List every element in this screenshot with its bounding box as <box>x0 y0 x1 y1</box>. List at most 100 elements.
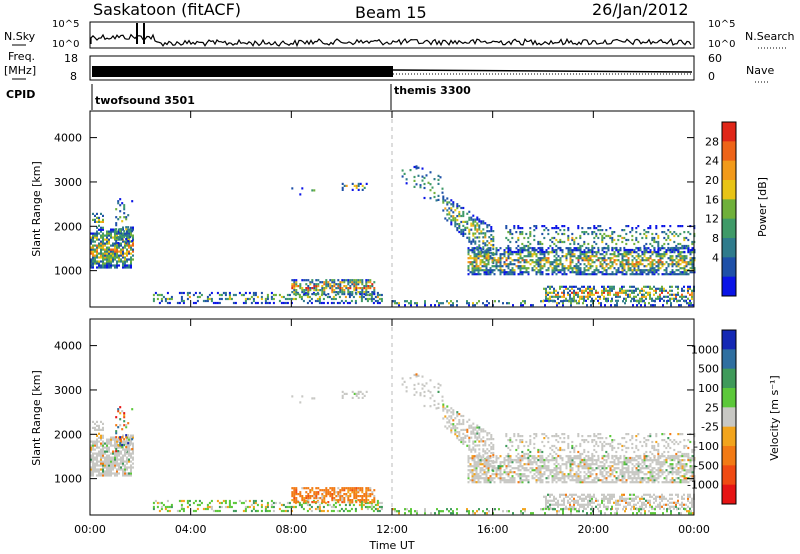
power-echo <box>208 297 211 301</box>
power-echo <box>627 263 630 266</box>
velocity-echo <box>547 475 550 478</box>
power-echo <box>687 238 690 242</box>
velocity-echo <box>266 509 269 513</box>
velocity-echo <box>361 497 364 500</box>
velocity-echo <box>679 461 682 464</box>
power-echo <box>615 271 618 274</box>
power-echo <box>323 291 326 294</box>
power-echo <box>98 218 100 221</box>
velocity-echo <box>427 389 430 392</box>
velocity-echo <box>220 501 223 505</box>
power-echo <box>507 238 510 242</box>
velocity-echo <box>106 464 108 467</box>
power-echo <box>483 253 486 256</box>
power-echo <box>573 240 576 244</box>
power-echo <box>611 285 613 288</box>
power-echo <box>609 234 612 238</box>
power-echo <box>437 178 440 181</box>
power-echo <box>90 252 92 255</box>
velocity-echo <box>369 495 372 498</box>
velocity-echo <box>266 505 269 509</box>
velocity-echo <box>431 394 434 397</box>
power-echo <box>417 166 420 169</box>
power-echo <box>661 253 664 256</box>
power-echo <box>499 259 502 262</box>
velocity-echo <box>675 455 678 458</box>
power-echo <box>104 264 106 267</box>
power-echo <box>671 263 674 266</box>
power-echo <box>621 285 623 288</box>
velocity-echo <box>128 440 130 443</box>
power-echo <box>100 230 102 233</box>
power-echo <box>585 259 588 262</box>
power-echo <box>470 222 473 225</box>
velocity-echo <box>282 503 285 507</box>
power-echo <box>537 263 540 266</box>
velocity-echo <box>303 499 306 502</box>
power-echo <box>128 244 130 247</box>
velocity-echo <box>487 467 490 470</box>
power-echo <box>537 269 540 272</box>
velocity-echo <box>100 428 102 431</box>
power-echo <box>480 248 483 251</box>
velocity-echo <box>168 505 171 509</box>
power-echo <box>561 232 564 236</box>
velocity-echo <box>499 477 502 480</box>
velocity-echo <box>475 455 478 458</box>
power-echo <box>521 273 524 276</box>
velocity-echo <box>123 416 126 419</box>
velocity-echo <box>478 436 481 439</box>
power-echo <box>603 250 606 254</box>
velocity-echo <box>116 456 118 459</box>
power-echo <box>156 293 159 297</box>
power-echo <box>565 285 567 288</box>
velocity-echo <box>649 473 652 476</box>
power-echo <box>677 255 680 258</box>
power-echo <box>547 257 550 260</box>
velocity-echo <box>499 479 502 482</box>
velocity-echo <box>481 469 484 472</box>
velocity-echo <box>613 461 616 464</box>
power-echo <box>577 293 579 296</box>
power-echo <box>539 267 542 270</box>
power-echo <box>523 271 526 274</box>
velocity-echo <box>336 509 339 513</box>
velocity-echo <box>305 497 308 500</box>
power-echo <box>679 225 682 228</box>
power-echo <box>667 263 670 266</box>
power-echo <box>488 242 491 245</box>
power-echo <box>601 285 603 288</box>
power-echo <box>365 285 368 288</box>
power-echo <box>295 279 298 282</box>
power-echo <box>575 247 578 250</box>
power-echo <box>394 300 396 303</box>
power-echo <box>691 291 693 294</box>
velocity-echo <box>482 448 485 451</box>
power-echo <box>479 263 482 266</box>
power-echo <box>685 269 688 272</box>
power-echo <box>485 259 488 262</box>
velocity-echo <box>121 410 124 413</box>
power-echo <box>319 281 322 284</box>
power-echo <box>587 291 589 294</box>
power-echo <box>503 261 506 264</box>
power-echo <box>629 273 632 276</box>
velocity-echo <box>92 454 94 457</box>
power-echo <box>464 226 467 229</box>
power-echo <box>272 297 275 301</box>
velocity-echo <box>250 503 253 507</box>
power-echo <box>335 287 338 290</box>
velocity-echo <box>569 455 572 458</box>
velocity-echo <box>468 424 471 427</box>
power-echo <box>555 231 558 234</box>
velocity-echo <box>334 505 337 509</box>
power-echo <box>121 236 124 239</box>
power-echo <box>545 289 547 292</box>
power-echo <box>90 246 92 249</box>
power-echo <box>607 293 609 296</box>
velocity-echo <box>579 463 582 466</box>
power-echo <box>315 279 318 282</box>
power-echo <box>121 228 124 231</box>
velocity-echo <box>482 440 485 443</box>
power-echo <box>98 220 100 223</box>
